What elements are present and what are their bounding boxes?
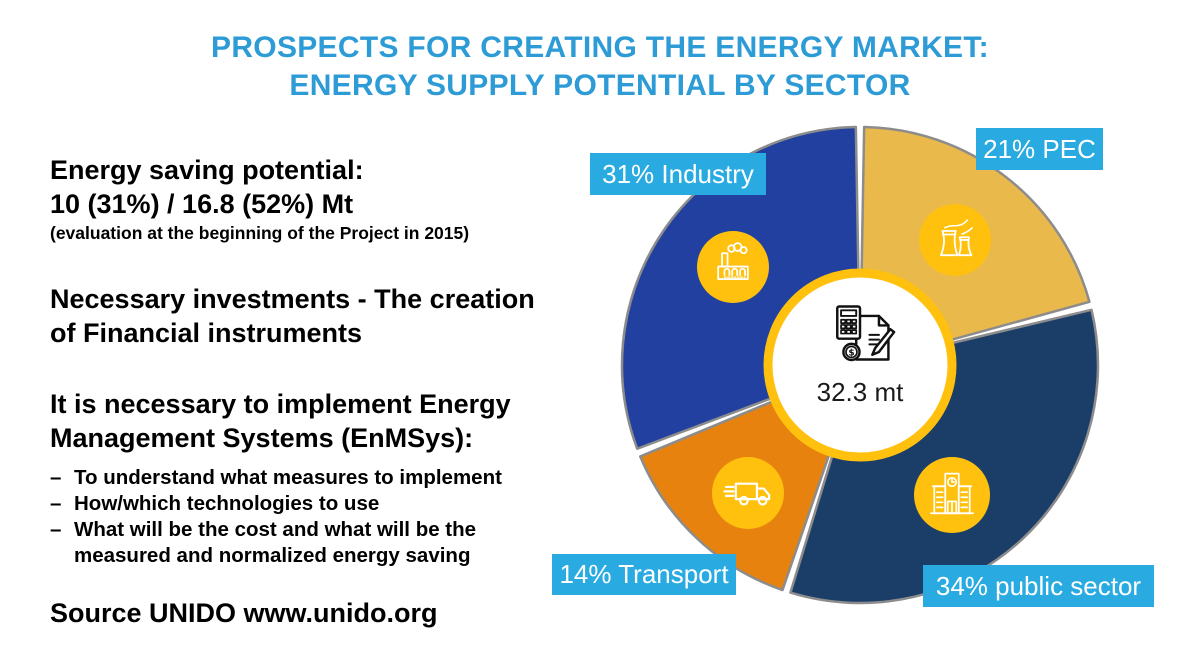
donut-hub-circle (763, 268, 957, 462)
pie-total-label: 32.3 mt (816, 377, 904, 407)
pie-chart: $ 32.3 mt (618, 123, 1102, 607)
pie-label-transport: 14% Transport (552, 554, 736, 595)
list-item: – What will be the cost and what will be… (50, 517, 582, 569)
bullet-text: How/which technologies to use (74, 492, 380, 515)
power-plant-icon (930, 213, 980, 268)
industry-badge (697, 231, 769, 303)
source-attribution: Source UNIDO www.unido.org (50, 598, 438, 628)
enms-bullet-list: – To understand what measures to impleme… (50, 465, 582, 569)
investments-text: Necessary investments - The creation of … (50, 284, 535, 348)
truck-icon (722, 465, 774, 522)
saving-heading: Energy saving potential: (50, 155, 364, 185)
transport-badge (712, 457, 784, 529)
calculator-document-icon: $ (824, 297, 896, 369)
saving-value: 10 (31%) / 16.8 (52%) Mt (50, 189, 354, 219)
list-item: – To understand what measures to impleme… (50, 465, 582, 491)
bullet-dash: – (50, 492, 62, 515)
list-item: – How/which technologies to use (50, 491, 582, 517)
bullet-text: To understand what measures to implement (74, 466, 502, 489)
saving-note: (evaluation at the beginning of the Proj… (50, 223, 470, 243)
pie-label-public-sector: 34% public sector (923, 565, 1154, 607)
pec-badge (919, 204, 991, 276)
svg-text:$: $ (848, 349, 854, 359)
bullet-text: What will be the cost and what will be t… (74, 518, 477, 567)
public-building-icon (925, 466, 979, 525)
bullet-dash: – (50, 466, 62, 489)
page-title: PROSPECTS FOR CREATING THE ENERGY MARKET… (211, 31, 989, 102)
pie-label-industry: 31% Industry (590, 153, 766, 195)
left-text-panel: Energy saving potential: 10 (31%) / 16.8… (50, 153, 582, 629)
enms-heading: It is necessary to implement Energy Mana… (50, 389, 511, 453)
public-sector-badge (914, 457, 990, 533)
factory-icon (708, 240, 758, 295)
pie-label-pec: 21% PEC (976, 128, 1103, 170)
bullet-dash: – (50, 518, 62, 541)
